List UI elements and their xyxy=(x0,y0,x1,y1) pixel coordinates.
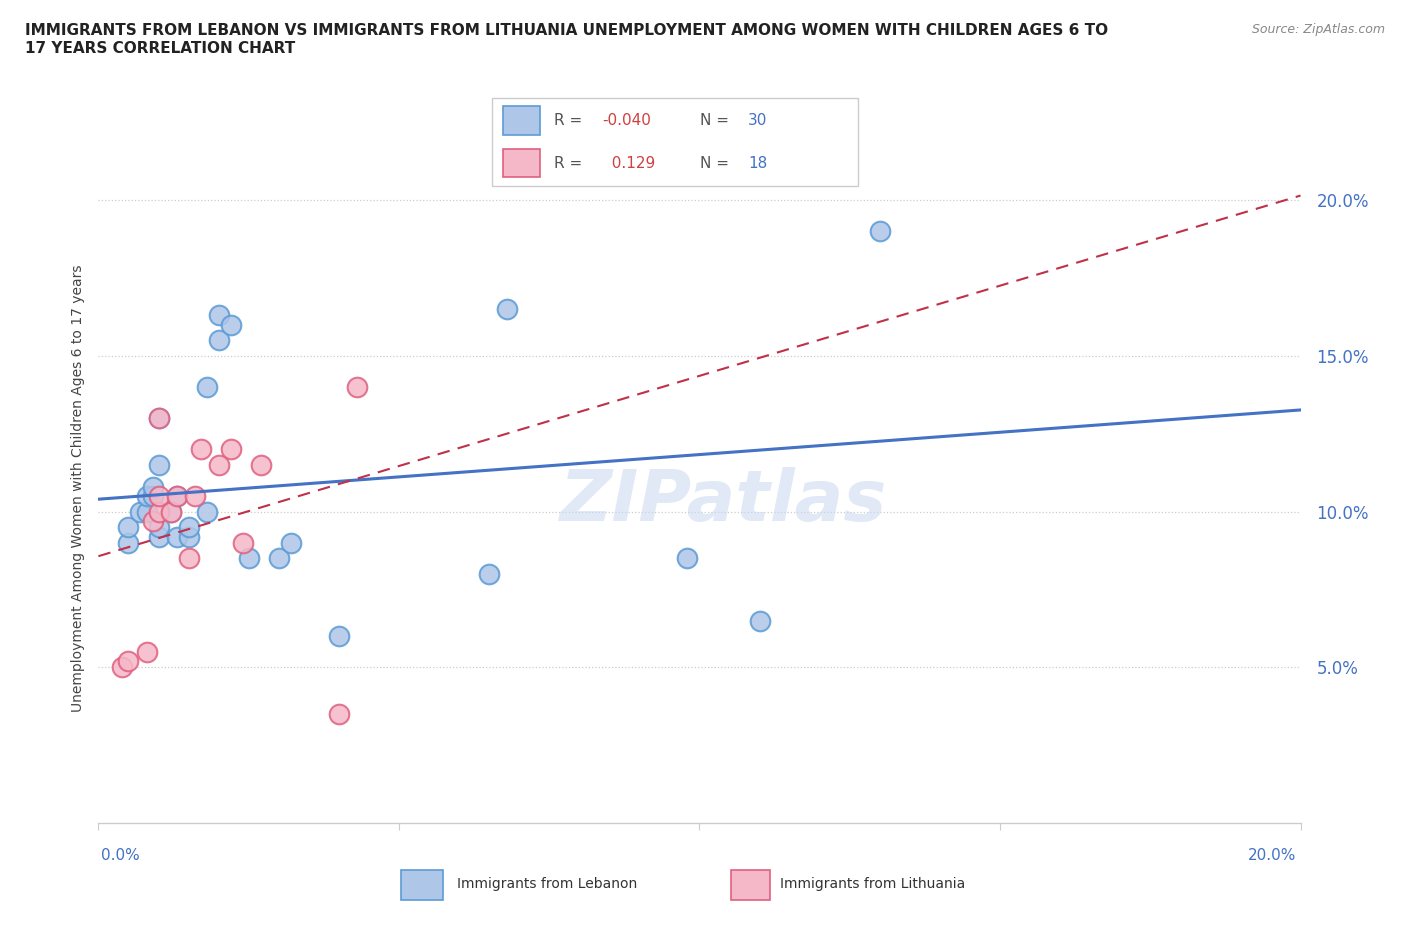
Point xyxy=(249,458,271,472)
Point xyxy=(117,536,139,551)
Point xyxy=(148,411,170,426)
Point xyxy=(219,442,242,457)
Point xyxy=(148,458,170,472)
Point xyxy=(208,458,231,472)
Point xyxy=(195,379,218,394)
Text: R =: R = xyxy=(554,113,588,128)
Point xyxy=(177,551,200,565)
Point xyxy=(135,488,157,503)
Point xyxy=(166,488,188,503)
Point xyxy=(177,520,200,535)
Point xyxy=(208,333,231,348)
Point xyxy=(219,317,242,332)
Text: -0.040: -0.040 xyxy=(602,113,651,128)
Text: N =: N = xyxy=(700,155,734,170)
Point xyxy=(117,520,139,535)
Text: 20.0%: 20.0% xyxy=(1249,848,1296,863)
Point xyxy=(148,488,170,503)
Point xyxy=(166,529,188,544)
Text: Immigrants from Lithuania: Immigrants from Lithuania xyxy=(780,876,966,891)
Bar xyxy=(731,870,770,900)
Point xyxy=(190,442,212,457)
Point xyxy=(141,488,163,503)
Bar xyxy=(401,870,443,900)
Point xyxy=(869,224,891,239)
Text: Immigrants from Lebanon: Immigrants from Lebanon xyxy=(457,876,637,891)
Point xyxy=(328,629,350,644)
Bar xyxy=(503,106,540,135)
Point xyxy=(183,488,205,503)
Point xyxy=(159,504,181,519)
Bar xyxy=(503,149,540,177)
Text: Source: ZipAtlas.com: Source: ZipAtlas.com xyxy=(1251,23,1385,36)
Point xyxy=(159,504,181,519)
Point xyxy=(148,520,170,535)
Text: 0.0%: 0.0% xyxy=(101,848,141,863)
Text: N =: N = xyxy=(700,113,734,128)
Point xyxy=(129,504,152,519)
Text: R =: R = xyxy=(554,155,588,170)
Point xyxy=(238,551,260,565)
Point xyxy=(111,660,134,675)
Point xyxy=(148,411,170,426)
Point xyxy=(496,301,519,316)
Point xyxy=(148,529,170,544)
Point xyxy=(267,551,290,565)
Point xyxy=(177,529,200,544)
Point xyxy=(328,707,350,722)
Point xyxy=(195,504,218,519)
Point xyxy=(135,504,157,519)
Point xyxy=(141,479,163,494)
Point xyxy=(676,551,699,565)
Point xyxy=(208,308,231,323)
Point xyxy=(346,379,368,394)
Point xyxy=(141,513,163,528)
Point xyxy=(117,654,139,669)
Point xyxy=(232,536,254,551)
Point xyxy=(478,566,501,581)
Point xyxy=(148,504,170,519)
Text: 0.129: 0.129 xyxy=(602,155,655,170)
Point xyxy=(748,613,770,628)
Y-axis label: Unemployment Among Women with Children Ages 6 to 17 years: Unemployment Among Women with Children A… xyxy=(70,264,84,712)
FancyBboxPatch shape xyxy=(492,98,858,186)
Point xyxy=(166,488,188,503)
Text: IMMIGRANTS FROM LEBANON VS IMMIGRANTS FROM LITHUANIA UNEMPLOYMENT AMONG WOMEN WI: IMMIGRANTS FROM LEBANON VS IMMIGRANTS FR… xyxy=(25,23,1108,56)
Text: ZIPatlas: ZIPatlas xyxy=(560,467,887,536)
Text: 30: 30 xyxy=(748,113,768,128)
Text: 18: 18 xyxy=(748,155,768,170)
Point xyxy=(135,644,157,659)
Point xyxy=(280,536,302,551)
